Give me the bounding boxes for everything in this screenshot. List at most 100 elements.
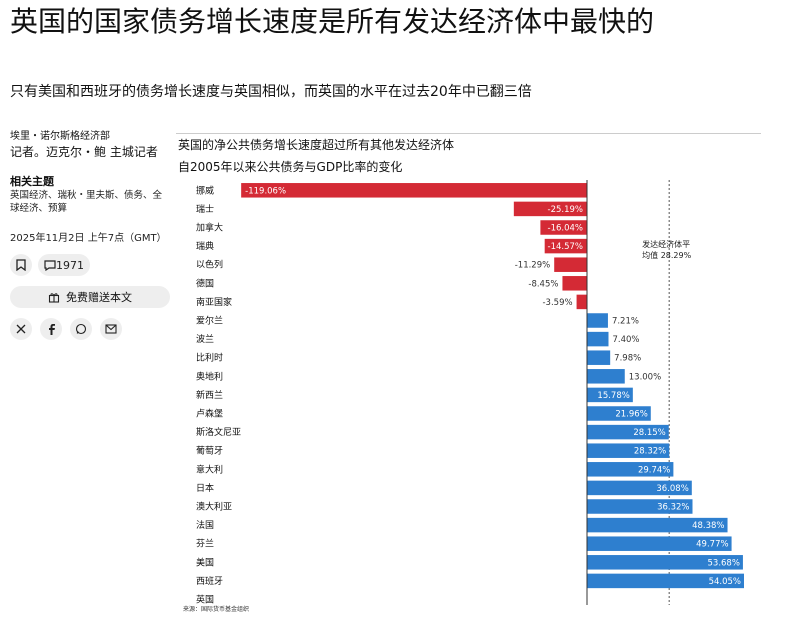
topics-title: 相关主题 (10, 175, 54, 188)
gift-label: 免费赠送本文 (66, 291, 132, 304)
value-label: 54.05% (709, 577, 741, 587)
value-label: 28.15% (633, 428, 665, 438)
reference-label-line2: 均值 28.29% (642, 250, 691, 260)
category-label: 南亚国家 (196, 296, 232, 308)
subtitle: 只有美国和西班牙的债务增长速度与英国相似，而英国的水平在过去20年中已翻三倍 (10, 84, 532, 100)
comments-button[interactable]: 1971 (38, 254, 90, 276)
share-email-button[interactable] (100, 318, 122, 340)
action-row: 1971 (10, 254, 170, 276)
source-note: 来源：国际货币基金组织 (183, 606, 250, 613)
value-label: -16.04% (548, 224, 583, 234)
category-label: 西班牙 (196, 575, 223, 587)
value-label: 36.32% (657, 503, 689, 513)
value-label: -3.59% (542, 298, 572, 308)
publish-date: 2025年11月2日 上午7点（GMT） (10, 233, 167, 244)
reference-label-line1: 发达经济体平 (642, 239, 690, 249)
bar (544, 238, 587, 254)
whatsapp-icon (75, 323, 87, 335)
category-label: 奥地利 (196, 370, 223, 382)
category-label: 爱尔兰 (196, 315, 223, 327)
category-label: 瑞士 (196, 203, 214, 215)
chart-subtitle: 自2005年以来公共债务与GDP比率的变化 (178, 160, 403, 174)
bar (587, 443, 670, 458)
category-label: 葡萄牙 (196, 445, 223, 457)
share-x-button[interactable] (10, 318, 32, 340)
value-label: -25.19% (548, 205, 583, 215)
category-label: 瑞典 (196, 240, 214, 252)
category-label: 德国 (196, 277, 214, 289)
topics-list[interactable]: 英国经济、瑞秋・里夫斯、债务、全球经济、预算 (10, 190, 163, 214)
bar (587, 462, 674, 477)
facebook-icon (49, 324, 55, 335)
bookmark-button[interactable] (10, 254, 32, 276)
category-label: 芬兰 (196, 538, 214, 550)
email-icon (105, 324, 117, 334)
value-label: 7.98% (614, 354, 641, 364)
category-label: 波兰 (196, 333, 214, 345)
bar (587, 369, 625, 384)
bar (587, 350, 611, 365)
value-label: -14.57% (548, 242, 583, 252)
bar (513, 201, 587, 217)
bar (587, 313, 608, 328)
headline: 英国的国家债务增长速度是所有发达经济体中最快的 (10, 5, 655, 38)
x-icon (16, 324, 26, 334)
value-label: -8.45% (528, 279, 558, 289)
category-label: 卢森堡 (196, 408, 223, 420)
share-facebook-button[interactable] (40, 318, 62, 340)
value-label: 49.77% (696, 540, 728, 550)
category-label: 法国 (196, 519, 214, 531)
bar (587, 387, 633, 403)
value-label: 29.74% (638, 465, 670, 475)
value-label: 21.96% (615, 410, 647, 420)
value-label: 48.38% (692, 521, 724, 531)
bar (576, 294, 587, 310)
value-label: -11.29% (515, 261, 550, 271)
bar (587, 499, 693, 514)
bar (587, 536, 732, 551)
bar (241, 183, 587, 198)
category-label: 日本 (196, 482, 214, 494)
category-label: 意大利 (196, 463, 223, 475)
article-sidebar: 埃里・诺尔斯格经济部 记者。迈克尔・鲍 主城记者 相关主题 英国经济、瑞秋・里夫… (10, 130, 170, 340)
value-label: 7.40% (612, 335, 639, 345)
bar (554, 257, 587, 272)
bar (587, 331, 609, 347)
category-label: 加拿大 (196, 222, 223, 234)
value-label: 13.00% (629, 372, 661, 382)
byline-org: 埃里・诺尔斯格经济部 (10, 131, 110, 142)
share-whatsapp-button[interactable] (70, 318, 92, 340)
share-row (10, 318, 170, 340)
category-label: 澳大利亚 (196, 501, 232, 513)
category-label: 挪威 (196, 184, 214, 196)
category-label: 斯洛文尼亚 (196, 426, 241, 438)
category-label: 比利时 (196, 352, 223, 364)
bookmark-icon (16, 259, 26, 271)
category-label: 以色列 (196, 259, 223, 271)
value-label: 36.08% (656, 484, 688, 494)
value-label: 7.21% (612, 317, 639, 327)
bar (540, 220, 587, 235)
value-label: 15.78% (597, 391, 629, 401)
chart-top-rule (176, 133, 761, 134)
bar (587, 555, 743, 570)
chart-title: 英国的净公共债务增长速度超过所有其他发达经济体 (178, 138, 455, 152)
bar (587, 573, 744, 589)
gift-article-button[interactable]: 免费赠送本文 (10, 286, 170, 308)
value-label: -119.06% (245, 186, 286, 196)
bar (587, 406, 651, 421)
category-label: 新西兰 (196, 389, 223, 401)
gift-icon (48, 293, 60, 303)
value-label: 28.32% (634, 447, 666, 457)
comments-count: 1971 (56, 258, 84, 272)
category-label: 英国 (196, 594, 214, 606)
byline-author[interactable]: 记者。迈克尔・鲍 主城记者 (10, 145, 158, 159)
bar (587, 480, 692, 496)
bar (562, 276, 587, 291)
category-label: 美国 (196, 556, 214, 568)
value-label: 53.68% (708, 558, 740, 568)
bar (587, 517, 728, 533)
bar (587, 424, 669, 440)
comment-icon (44, 259, 56, 271)
